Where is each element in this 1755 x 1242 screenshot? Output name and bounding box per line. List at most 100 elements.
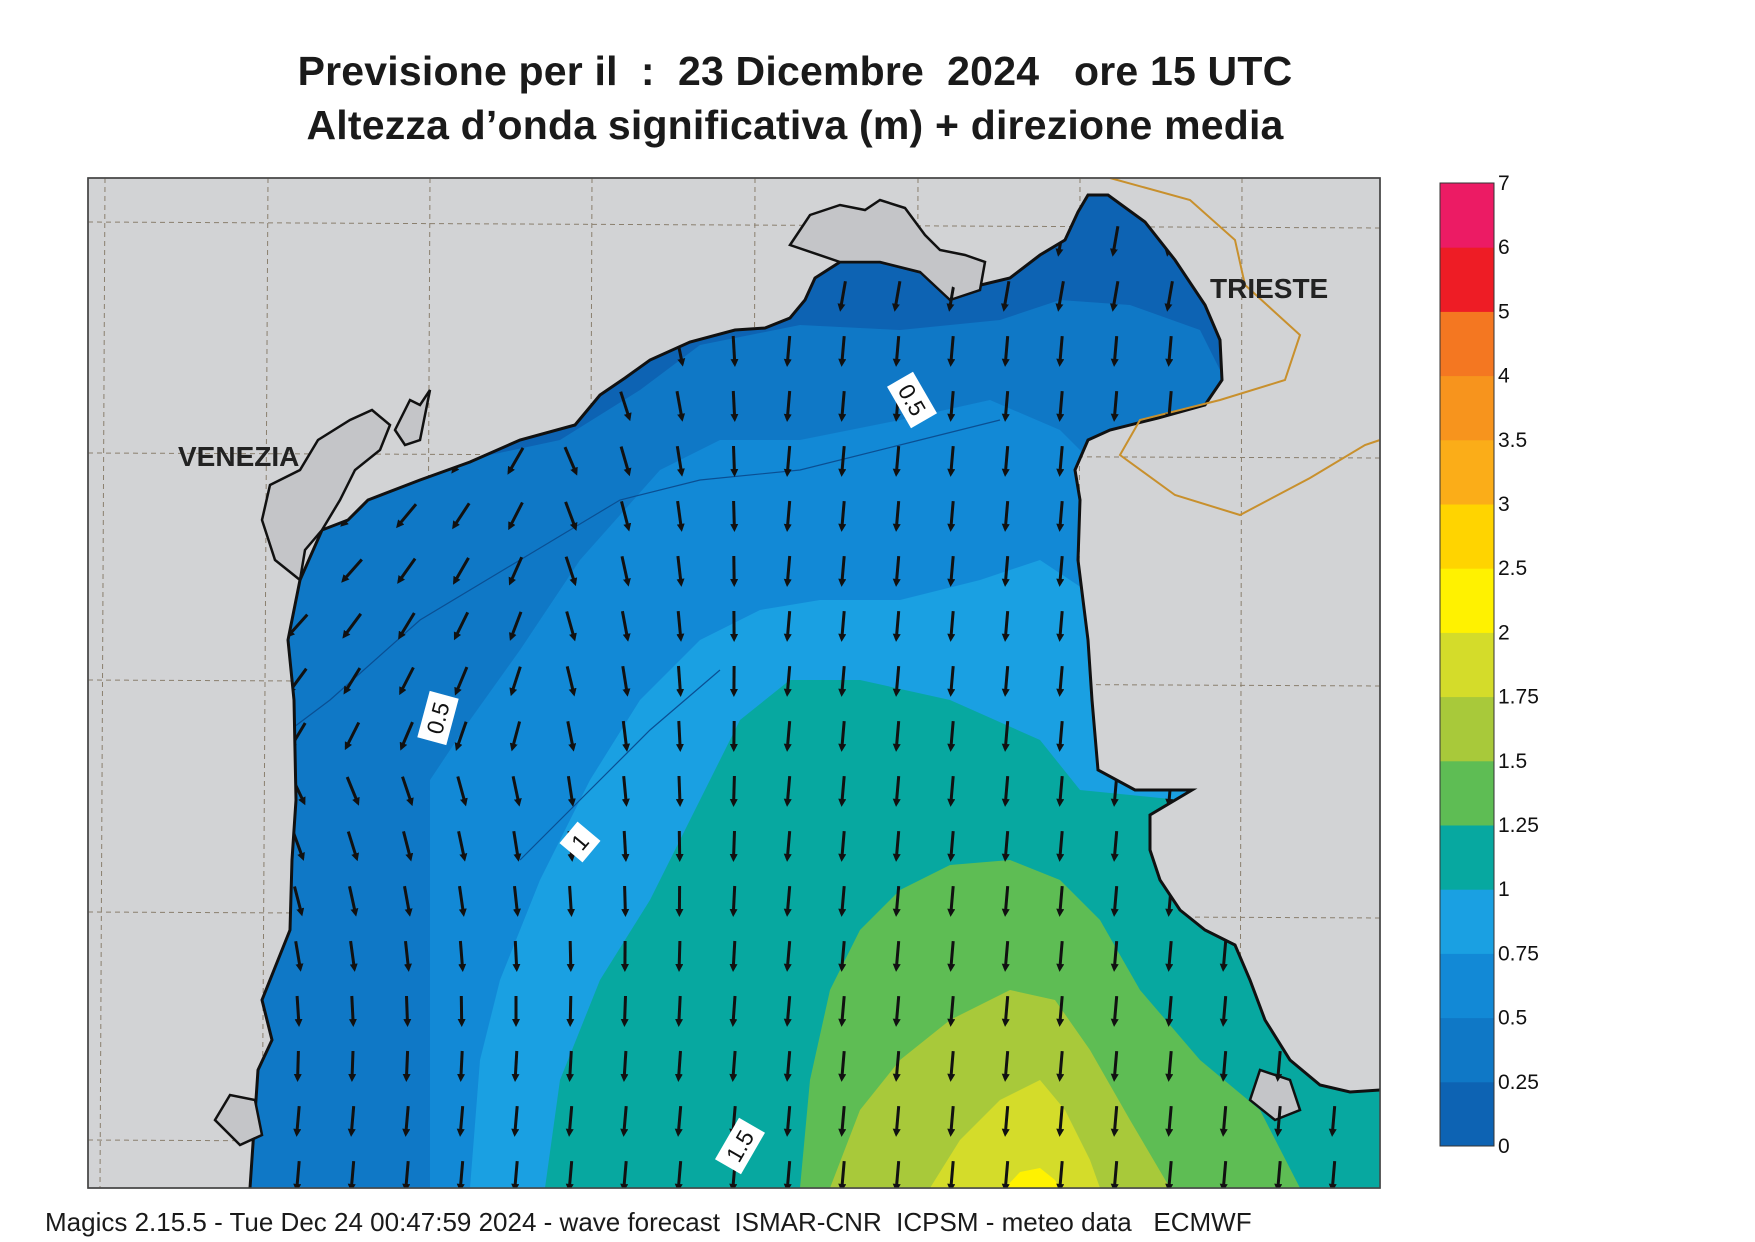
direction-arrow <box>1001 775 1010 807</box>
direction-arrow <box>454 721 468 752</box>
direction-arrow <box>947 335 956 367</box>
direction-arrow <box>509 721 522 752</box>
direction-arrow <box>947 665 956 697</box>
direction-arrow <box>783 720 792 752</box>
colorbar-segment <box>1440 953 1494 1019</box>
direction-arrow <box>511 1105 520 1137</box>
direction-arrow <box>511 775 522 807</box>
direction-arrow <box>403 940 412 972</box>
direction-arrow <box>620 555 631 587</box>
direction-arrow <box>947 500 956 532</box>
direction-arrow <box>621 775 630 807</box>
direction-arrow <box>454 666 469 696</box>
direction-arrow <box>621 720 631 752</box>
direction-arrow <box>892 335 901 367</box>
direction-arrow <box>1056 390 1065 422</box>
direction-arrow <box>676 500 685 532</box>
direction-arrow <box>730 445 739 477</box>
direction-arrow <box>452 557 470 585</box>
direction-arrow <box>675 995 684 1027</box>
direction-arrow <box>512 885 521 917</box>
direction-arrow <box>1056 775 1065 807</box>
direction-arrow <box>729 885 738 917</box>
direction-arrow <box>457 1050 466 1082</box>
direction-arrow <box>783 335 792 367</box>
map-title: Previsione per il : 23 Dicembre 2024 ore… <box>297 48 1293 94</box>
direction-arrow <box>1164 280 1174 312</box>
direction-arrow <box>783 555 792 587</box>
direction-arrow <box>565 1050 574 1082</box>
colorbar-segment <box>1440 568 1494 633</box>
colorbar-tick-label: 0 <box>1498 1135 1510 1158</box>
direction-arrow <box>783 500 792 532</box>
direction-arrow <box>343 667 362 695</box>
direction-arrow <box>1165 390 1174 422</box>
direction-arrow <box>676 610 685 642</box>
direction-arrow <box>1219 995 1228 1027</box>
direction-arrow <box>947 720 956 752</box>
direction-arrow <box>402 831 414 862</box>
direction-arrow <box>293 1050 302 1082</box>
colorbar-tick-label: 1.5 <box>1498 750 1527 773</box>
direction-arrow <box>619 446 632 477</box>
direction-arrow <box>398 612 416 640</box>
direction-arrow <box>349 940 358 972</box>
direction-arrow <box>458 885 467 917</box>
direction-arrow <box>567 885 576 917</box>
direction-arrow <box>509 666 522 697</box>
direction-arrow <box>1001 1160 1010 1188</box>
direction-arrow <box>892 995 901 1027</box>
direction-arrow <box>1274 1105 1283 1137</box>
direction-arrow <box>1001 390 1010 422</box>
direction-arrow <box>565 666 577 697</box>
direction-arrow <box>675 445 685 477</box>
direction-arrow <box>1110 280 1120 312</box>
direction-arrow <box>729 940 738 972</box>
direction-arrow <box>675 390 686 422</box>
direction-arrow <box>892 555 901 587</box>
direction-arrow <box>947 940 956 972</box>
direction-arrow <box>1110 1050 1119 1082</box>
direction-arrow <box>1165 1105 1174 1137</box>
direction-arrow <box>947 995 956 1027</box>
direction-arrow <box>565 1160 574 1188</box>
direction-arrow <box>1274 1050 1283 1082</box>
direction-arrow <box>783 1160 792 1188</box>
direction-arrow <box>1110 335 1119 367</box>
direction-arrow <box>1165 1050 1174 1082</box>
colorbar-tick-label: 0.25 <box>1498 1071 1539 1094</box>
direction-arrow <box>1165 1160 1174 1188</box>
colorbar-tick-label: 6 <box>1498 236 1510 259</box>
colorbar-tick-label: 2.5 <box>1498 557 1527 580</box>
direction-arrow <box>565 1105 574 1137</box>
direction-arrow <box>564 501 578 531</box>
direction-arrow <box>1001 1050 1010 1082</box>
direction-arrow <box>1056 830 1065 862</box>
colorbar-segment <box>1440 889 1494 954</box>
state-border <box>1109 177 1381 517</box>
direction-arrow <box>837 280 847 312</box>
direction-arrow <box>783 390 792 422</box>
direction-arrow <box>456 1160 465 1188</box>
direction-arrow <box>399 721 414 751</box>
direction-arrow <box>674 1160 683 1188</box>
direction-arrow <box>783 1105 792 1137</box>
direction-arrow <box>892 775 901 807</box>
direction-arrow <box>402 1105 411 1137</box>
colorbar-segment <box>1440 311 1494 377</box>
direction-arrow <box>947 830 956 862</box>
direction-arrow <box>293 1105 302 1137</box>
direction-arrow <box>293 1160 302 1188</box>
direction-arrow <box>621 665 631 697</box>
colorbar-segment <box>1440 632 1494 698</box>
direction-arrow <box>347 1160 356 1188</box>
direction-arrow <box>1328 1105 1337 1137</box>
direction-arrow <box>1056 1160 1065 1188</box>
direction-arrow <box>729 995 738 1027</box>
colorbar-tick-label: 5 <box>1498 300 1510 323</box>
colorbar-segment <box>1440 1081 1494 1147</box>
direction-arrow <box>783 665 792 697</box>
direction-arrow <box>1110 1160 1119 1188</box>
colorbar-segment <box>1440 1017 1494 1083</box>
